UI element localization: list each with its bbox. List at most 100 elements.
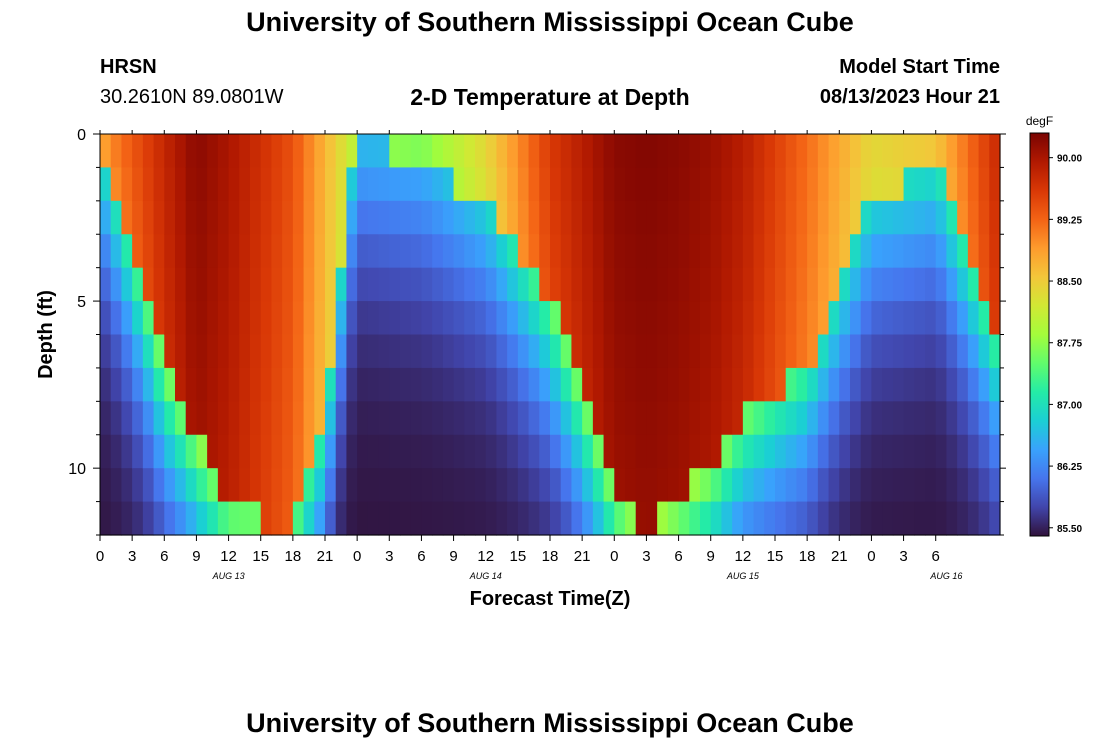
- heatmap-cell: [175, 401, 187, 436]
- heatmap-cell: [292, 401, 305, 436]
- heatmap-cell: [207, 334, 219, 369]
- heatmap-cell: [775, 200, 787, 235]
- heatmap-cell: [860, 501, 873, 536]
- heatmap-cell: [121, 267, 133, 302]
- heatmap-cell: [400, 234, 412, 269]
- heatmap-cell: [389, 468, 401, 503]
- heatmap-cell: [710, 501, 723, 536]
- heatmap-cell: [367, 200, 380, 235]
- heatmap-cell: [828, 267, 840, 302]
- heatmap-cell: [946, 434, 958, 469]
- heatmap-cell: [475, 401, 487, 436]
- heatmap-cell: [646, 301, 658, 336]
- heatmap-cell: [239, 134, 251, 169]
- heatmap-cell: [721, 200, 733, 235]
- heatmap-cell: [925, 334, 937, 369]
- heatmap-cell: [935, 267, 948, 302]
- heatmap-cell: [614, 234, 626, 269]
- y-tick-label: 5: [77, 294, 86, 311]
- heatmap-cell: [335, 301, 348, 336]
- heatmap-cell: [796, 134, 808, 169]
- heatmap-cell: [507, 301, 519, 336]
- heatmap-cell: [196, 267, 208, 302]
- heatmap-cell: [432, 234, 444, 269]
- heatmap-cell: [239, 234, 251, 269]
- heatmap-cell: [207, 367, 219, 402]
- heatmap-cell: [957, 267, 969, 302]
- heatmap-cell: [539, 234, 551, 269]
- heatmap-cell: [153, 334, 165, 369]
- heatmap-cell: [314, 301, 326, 336]
- heatmap-cell: [657, 434, 669, 469]
- x-tick-label: 6: [932, 548, 940, 565]
- heatmap-cell: [860, 334, 873, 369]
- heatmap-cell: [614, 200, 626, 235]
- heatmap-cell: [196, 200, 208, 235]
- heatmap-cell: [453, 200, 465, 235]
- heatmap-cell: [592, 267, 605, 302]
- heatmap-cell: [389, 301, 401, 336]
- heatmap-cell: [625, 200, 637, 235]
- heatmap-cell: [817, 501, 830, 536]
- heatmap-cell: [646, 267, 658, 302]
- chart-subtitle: 2-D Temperature at Depth: [410, 84, 690, 110]
- heatmap-cell: [539, 501, 551, 536]
- heatmap-cell: [378, 167, 390, 202]
- heatmap-cell: [346, 134, 358, 169]
- colorbar-tick-label: 90.00: [1057, 154, 1082, 165]
- heatmap-cell: [250, 434, 262, 469]
- heatmap-cell: [689, 167, 701, 202]
- heatmap-cell: [592, 434, 605, 469]
- heatmap-cell: [292, 434, 305, 469]
- heatmap-cell: [507, 501, 519, 536]
- heatmap-cell: [657, 134, 669, 169]
- heatmap-cell: [164, 134, 176, 169]
- heatmap-cell: [453, 134, 465, 169]
- heatmap-cell: [732, 501, 744, 536]
- heatmap-cell: [560, 234, 573, 269]
- heatmap-cell: [625, 301, 637, 336]
- heatmap-cell: [175, 468, 187, 503]
- heatmap-cell: [850, 434, 862, 469]
- heatmap-cell: [796, 334, 808, 369]
- heatmap-cell: [850, 468, 862, 503]
- heatmap-cell: [164, 267, 176, 302]
- heatmap-cell: [260, 367, 273, 402]
- heatmap-cell: [132, 501, 144, 536]
- heatmap-cell: [625, 167, 637, 202]
- heatmap-cell: [989, 134, 1001, 169]
- heatmap-cell: [217, 234, 230, 269]
- heatmap-cell: [357, 234, 369, 269]
- heatmap-cell: [710, 200, 723, 235]
- heatmap-cell: [528, 301, 540, 336]
- heatmap-cell: [635, 200, 648, 235]
- heatmap-cell: [367, 434, 380, 469]
- heatmap-cell: [410, 134, 423, 169]
- heatmap-cell: [346, 367, 358, 402]
- heatmap-cell: [892, 434, 905, 469]
- x-tick-label: 3: [642, 548, 650, 565]
- heatmap-cell: [828, 334, 840, 369]
- x-axis-label: Forecast Time(Z): [470, 588, 631, 610]
- heatmap-cell: [432, 367, 444, 402]
- heatmap-cell: [817, 134, 830, 169]
- heatmap-cell: [153, 501, 165, 536]
- heatmap-cell: [850, 401, 862, 436]
- heatmap-cell: [882, 334, 894, 369]
- heatmap-cell: [335, 501, 348, 536]
- heatmap-cell: [850, 501, 862, 536]
- heatmap-cell: [592, 234, 605, 269]
- heatmap-cell: [175, 434, 187, 469]
- heatmap-cell: [325, 334, 337, 369]
- heatmap-cell: [839, 200, 851, 235]
- heatmap-cell: [807, 200, 819, 235]
- heatmap-cell: [785, 301, 798, 336]
- heatmap-cell: [378, 468, 390, 503]
- heatmap-cell: [892, 134, 905, 169]
- heatmap-cell: [100, 234, 112, 269]
- heatmap-cell: [164, 200, 176, 235]
- heatmap-cell: [346, 167, 358, 202]
- colorbar-tick-label: 86.25: [1057, 462, 1082, 473]
- heatmap-cell: [742, 134, 755, 169]
- heatmap-cell: [485, 334, 498, 369]
